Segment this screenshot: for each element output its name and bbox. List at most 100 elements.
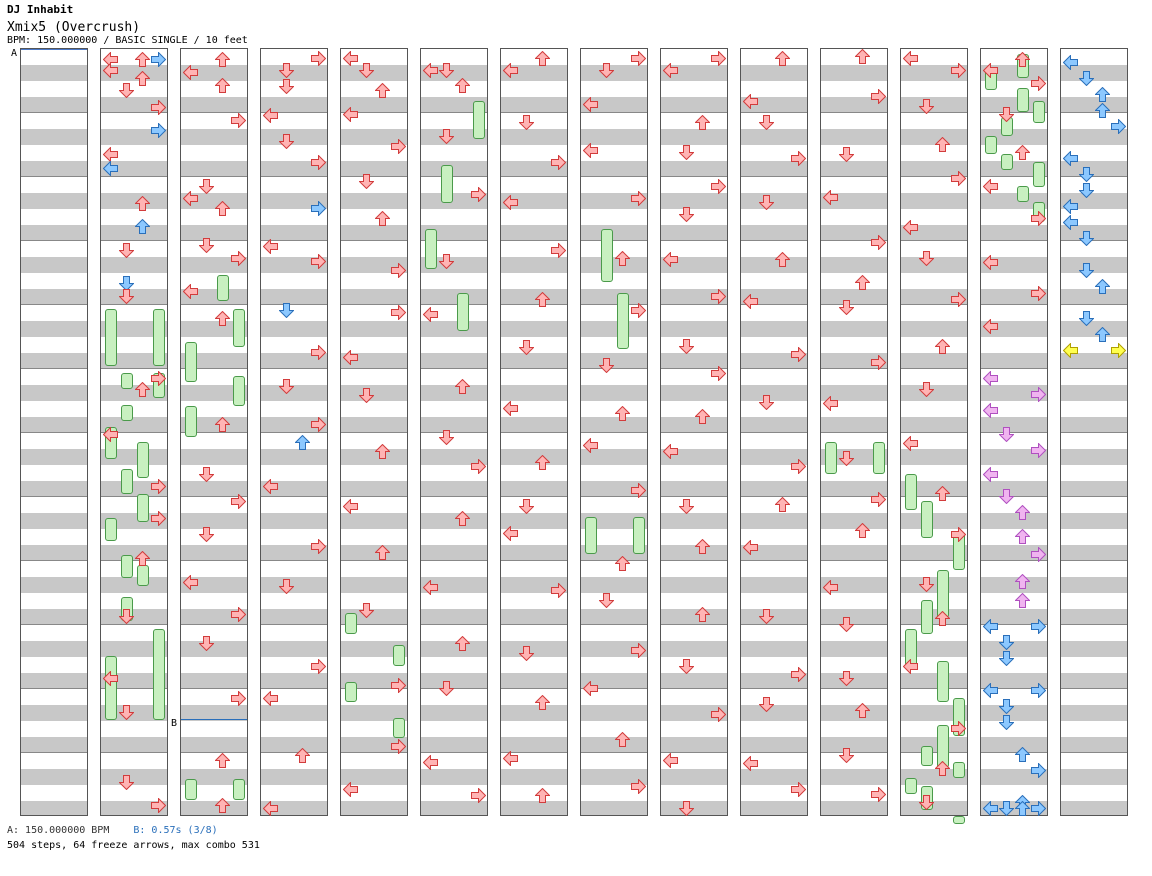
right-arrow-icon [231,493,246,509]
right-arrow-icon [631,642,646,658]
measure-line [341,624,407,625]
measure-line [421,752,487,753]
down-arrow-icon [599,63,614,79]
measure-line [981,496,1047,497]
stop-marker-line [181,719,247,720]
down-arrow-icon [1079,231,1094,247]
measure-line [821,432,887,433]
right-arrow-icon [791,151,806,167]
left-arrow-icon [983,618,998,634]
up-arrow-icon [375,210,390,226]
measure-line [1061,304,1127,305]
measure-line [901,752,967,753]
up-arrow-icon [215,753,230,768]
right-arrow-icon [231,690,246,706]
measure-line [261,176,327,177]
up-arrow-icon [1015,505,1030,520]
left-arrow-icon [743,293,758,309]
measure-line [421,240,487,241]
left-arrow-icon [503,401,518,416]
left-arrow-icon [263,479,278,495]
left-arrow-icon [663,63,678,79]
down-arrow-icon [839,748,854,764]
measure-line [901,112,967,113]
bpm-marker-label: A [11,48,18,59]
legend-stop: B: 0.57s (3/8) [133,825,218,836]
right-arrow-icon [151,100,166,116]
down-arrow-icon [759,697,774,712]
left-arrow-icon [503,525,518,541]
measure-line [341,432,407,433]
measure-line [581,496,647,497]
up-arrow-icon [775,252,790,268]
down-arrow-icon [439,63,454,79]
freeze-arrow [1017,185,1029,202]
right-arrow-icon [1031,210,1046,226]
down-arrow-icon [1079,183,1094,199]
up-arrow-icon [615,250,630,266]
measure-line [1061,112,1127,113]
down-arrow-icon [359,63,374,79]
right-arrow-icon [311,154,326,170]
right-arrow-icon [311,658,326,674]
measure-line [1061,176,1127,177]
down-arrow-icon [279,303,294,319]
right-arrow-icon [791,666,806,682]
right-arrow-icon [311,345,326,360]
left-arrow-icon [1063,199,1078,215]
freeze-arrow [1017,88,1029,112]
down-arrow-icon [759,609,774,624]
down-arrow-icon [999,714,1014,730]
right-arrow-icon [951,721,966,736]
freeze-arrow [633,516,645,554]
left-arrow-icon [903,50,918,66]
freeze-arrow [393,718,405,738]
up-arrow-icon [1015,573,1030,589]
freeze-arrow [137,494,149,522]
down-arrow-icon [279,378,294,394]
freeze-arrow [473,100,485,140]
freeze-arrow [937,660,949,703]
measure-line [421,112,487,113]
right-arrow-icon [791,346,806,362]
right-arrow-icon [871,786,886,802]
down-arrow-icon [359,173,374,189]
measure-line [741,240,807,241]
right-arrow-icon [551,154,566,170]
left-arrow-icon [663,753,678,768]
down-arrow-icon [439,129,454,144]
down-arrow-icon [599,593,614,608]
left-arrow-icon [983,319,998,335]
right-arrow-icon [1031,801,1046,816]
measure-line [501,240,567,241]
measure-line [661,112,727,113]
left-arrow-icon [743,93,758,109]
freeze-arrow [153,628,165,720]
measure-line [581,560,647,561]
measure-line [101,624,167,625]
right-arrow-icon [391,677,406,693]
measure-line [821,368,887,369]
measure-line [181,496,247,497]
chart-column [500,48,568,816]
measure-line [1061,368,1127,369]
measure-line [581,624,647,625]
measure-line [261,560,327,561]
down-arrow-icon [679,801,694,816]
measure-line [821,176,887,177]
right-arrow-icon [951,292,966,308]
up-arrow-icon [135,381,150,397]
left-arrow-icon [263,239,278,255]
measure-line [181,368,247,369]
measure-line [501,624,567,625]
down-arrow-icon [199,466,214,482]
left-arrow-icon [343,106,358,122]
measure-line [101,368,167,369]
bpm-marker-line [21,49,87,50]
right-arrow-icon [631,50,646,66]
freeze-arrow [105,518,117,541]
chart-meta: BPM: 150.000000 / BASIC SINGLE / 10 feet [7,35,248,46]
right-arrow-icon [311,417,326,432]
measure-line [741,368,807,369]
down-arrow-icon [279,578,294,594]
